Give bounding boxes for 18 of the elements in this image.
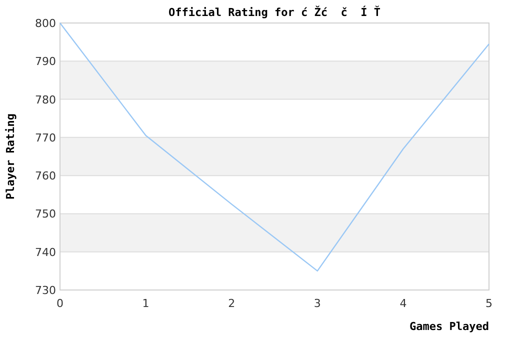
x-axis-title: Games Played: [410, 320, 489, 333]
chart-title: Official Rating for ć Žć č Í Ť: [168, 5, 381, 19]
y-tick-label: 790: [35, 55, 56, 68]
y-tick-label: 780: [35, 93, 56, 106]
line-series: [59, 22, 490, 272]
x-tick-label: 4: [400, 297, 407, 310]
y-tick-label: 730: [35, 284, 56, 297]
y-tick-label: 770: [35, 131, 56, 144]
y-tick-label: 740: [35, 246, 56, 259]
x-tick-label: 3: [314, 297, 321, 310]
x-tick-label: 2: [228, 297, 236, 310]
x-tick-label: 5: [486, 297, 492, 310]
y-tick-label: 760: [35, 170, 56, 183]
y-axis-title: Player Rating: [4, 113, 17, 200]
y-tick-label: 800: [35, 17, 56, 30]
x-tick-label: 1: [142, 297, 150, 310]
x-tick-label: 0: [56, 297, 64, 310]
y-tick-label: 750: [35, 208, 56, 221]
